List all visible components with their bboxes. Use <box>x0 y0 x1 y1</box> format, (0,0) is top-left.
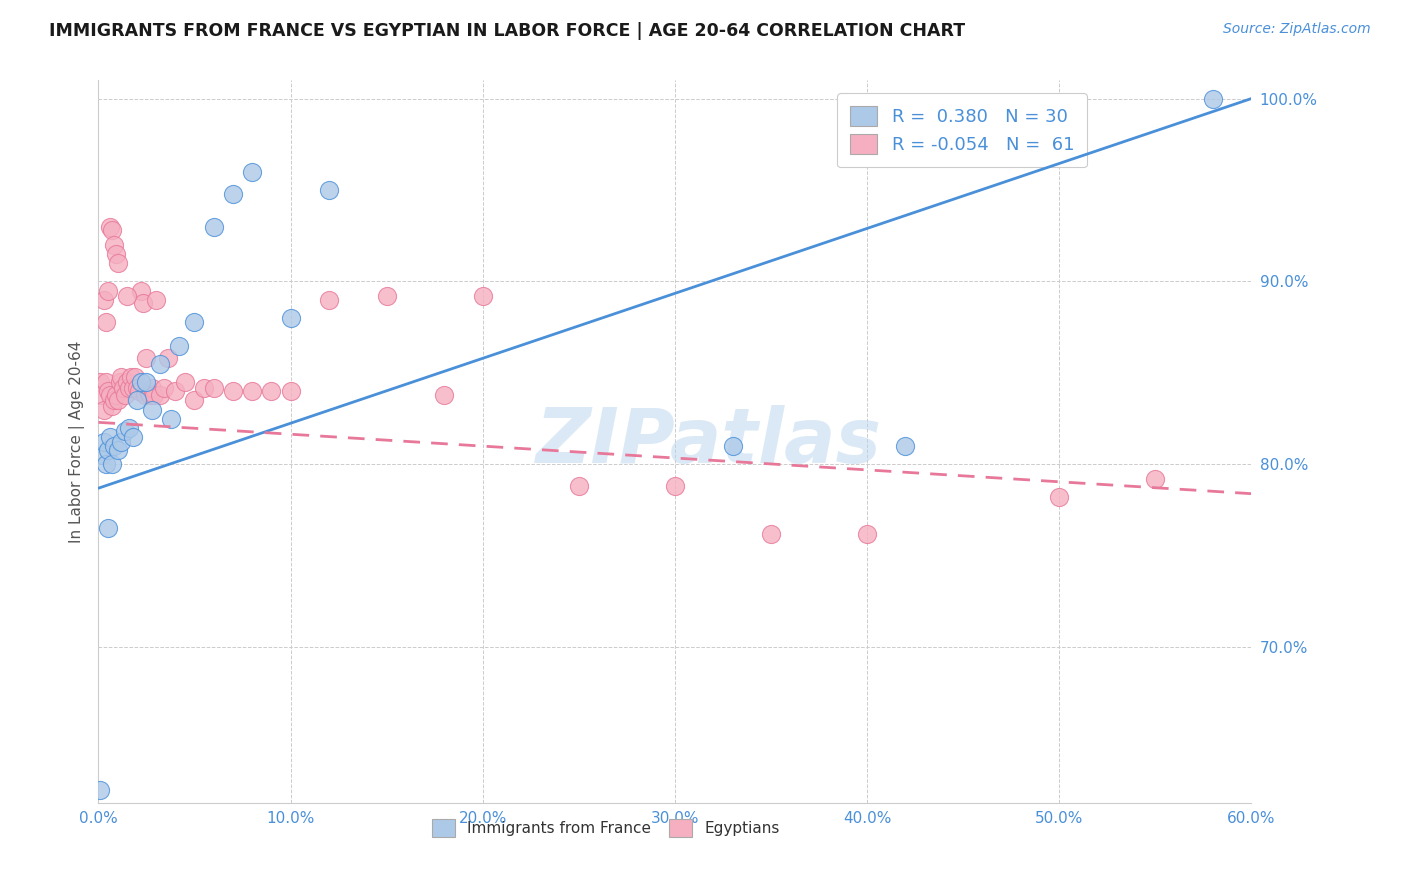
Point <box>101 458 124 472</box>
Point <box>193 381 215 395</box>
Point <box>143 388 166 402</box>
Point <box>433 388 456 402</box>
Point <box>103 439 125 453</box>
Point <box>128 384 150 399</box>
Point <box>222 186 245 201</box>
Point <box>721 439 744 453</box>
Point <box>1202 92 1225 106</box>
Point <box>118 381 141 395</box>
Point <box>107 256 129 270</box>
Point <box>240 384 263 399</box>
Point <box>114 388 136 402</box>
Point <box>183 315 205 329</box>
Point <box>101 223 124 237</box>
Point <box>98 430 121 444</box>
Point <box>129 375 152 389</box>
Point <box>135 375 157 389</box>
Point <box>894 439 917 453</box>
Point <box>174 375 197 389</box>
Point <box>94 458 117 472</box>
Point <box>125 393 148 408</box>
Point <box>104 388 127 402</box>
Point <box>375 289 398 303</box>
Point <box>97 384 120 399</box>
Point <box>91 388 114 402</box>
Point <box>131 296 153 310</box>
Point <box>97 521 120 535</box>
Point <box>110 369 132 384</box>
Point <box>93 435 115 450</box>
Point <box>167 338 190 352</box>
Point <box>318 183 340 197</box>
Point <box>98 219 121 234</box>
Legend: Immigrants from France, Egyptians: Immigrants from France, Egyptians <box>423 810 789 846</box>
Point <box>93 402 115 417</box>
Point <box>117 375 139 389</box>
Point <box>103 238 125 252</box>
Point <box>135 351 157 366</box>
Point <box>160 411 183 425</box>
Point <box>101 399 124 413</box>
Point <box>129 284 152 298</box>
Point <box>568 479 591 493</box>
Point <box>145 293 167 307</box>
Point <box>141 381 163 395</box>
Text: Source: ZipAtlas.com: Source: ZipAtlas.com <box>1223 22 1371 37</box>
Point <box>97 442 120 457</box>
Point <box>759 527 782 541</box>
Point <box>89 375 111 389</box>
Point <box>222 384 245 399</box>
Point <box>94 315 117 329</box>
Point <box>280 311 302 326</box>
Point <box>124 369 146 384</box>
Point <box>240 165 263 179</box>
Point <box>471 289 494 303</box>
Point <box>122 430 145 444</box>
Point <box>104 247 127 261</box>
Point <box>318 293 340 307</box>
Point <box>110 435 132 450</box>
Text: ZIPatlas: ZIPatlas <box>537 405 883 478</box>
Point <box>97 284 120 298</box>
Point <box>664 479 686 493</box>
Point <box>1144 472 1167 486</box>
Point <box>202 219 225 234</box>
Point <box>260 384 283 399</box>
Point <box>152 381 174 395</box>
Point <box>149 357 172 371</box>
Point <box>149 388 172 402</box>
Point <box>118 421 141 435</box>
Point <box>103 393 125 408</box>
Text: IMMIGRANTS FROM FRANCE VS EGYPTIAN IN LABOR FORCE | AGE 20-64 CORRELATION CHART: IMMIGRANTS FROM FRANCE VS EGYPTIAN IN LA… <box>49 22 966 40</box>
Point <box>1047 491 1070 505</box>
Point <box>93 293 115 307</box>
Point <box>856 527 879 541</box>
Point <box>91 448 114 462</box>
Point <box>120 369 142 384</box>
Point <box>112 381 135 395</box>
Point <box>125 381 148 395</box>
Y-axis label: In Labor Force | Age 20-64: In Labor Force | Age 20-64 <box>69 341 84 542</box>
Point <box>141 402 163 417</box>
Point <box>156 351 179 366</box>
Point <box>183 393 205 408</box>
Point <box>122 381 145 395</box>
Point <box>94 375 117 389</box>
Point <box>107 442 129 457</box>
Point <box>108 375 131 389</box>
Point <box>139 388 162 402</box>
Point <box>202 381 225 395</box>
Point <box>98 388 121 402</box>
Point <box>280 384 302 399</box>
Point <box>107 393 129 408</box>
Point <box>138 384 160 399</box>
Point <box>89 783 111 797</box>
Point <box>165 384 187 399</box>
Point <box>134 388 156 402</box>
Point <box>114 425 136 439</box>
Point <box>117 289 139 303</box>
